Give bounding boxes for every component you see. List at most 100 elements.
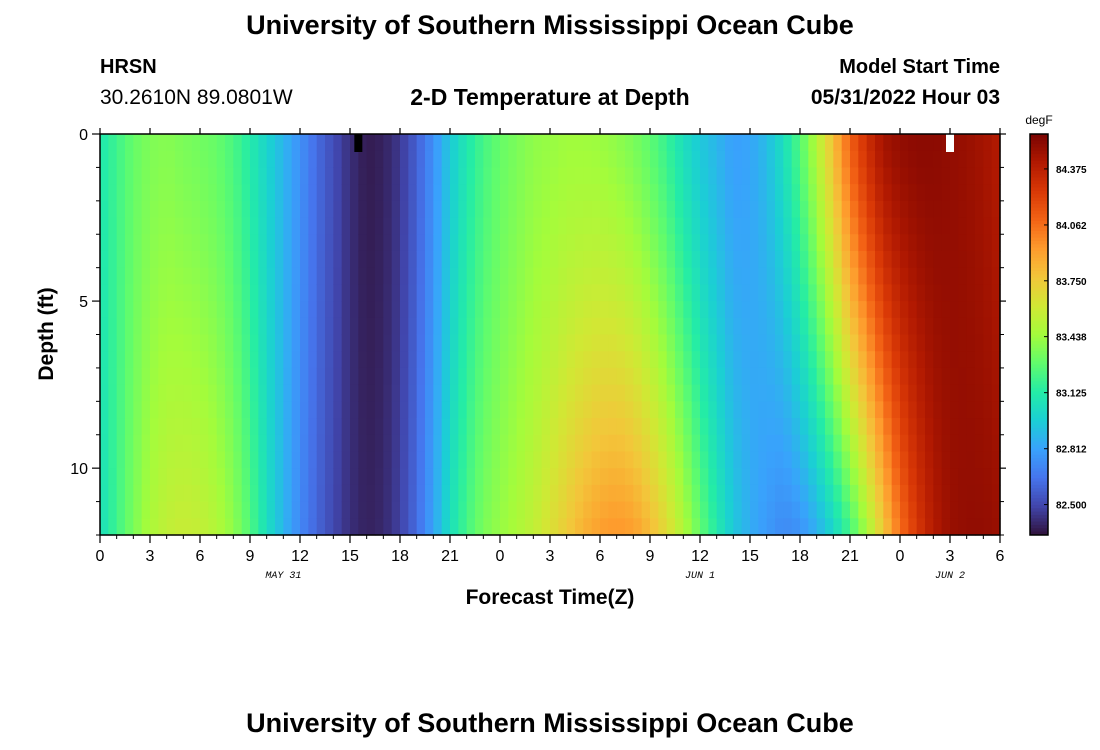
date-label: JUN 2 — [935, 571, 965, 582]
heatmap-cell — [758, 184, 768, 202]
heatmap-cell — [975, 284, 984, 302]
heatmap-cell — [675, 384, 684, 402]
heatmap-cell — [583, 167, 593, 185]
heatmap-cell — [350, 334, 359, 352]
heatmap-cell — [550, 434, 559, 453]
heatmap-cell — [333, 351, 343, 369]
heatmap-cell — [416, 250, 426, 269]
heatmap-cell — [841, 301, 851, 319]
heatmap-cell — [108, 484, 118, 503]
heatmap-cell — [741, 384, 751, 402]
heatmap-cell — [550, 284, 559, 302]
model-start-value: 05/31/2022 Hour 03 — [810, 86, 1000, 109]
heatmap-cell — [600, 351, 609, 369]
heatmap-cell — [900, 317, 909, 336]
heatmap-cell — [708, 217, 718, 235]
heatmap-cell — [816, 401, 826, 419]
heatmap-cell — [533, 351, 543, 369]
colorbar-segment — [1030, 364, 1048, 369]
heatmap-cell — [283, 418, 293, 436]
heatmap-cell — [958, 351, 968, 369]
heatmap-cell — [608, 317, 618, 336]
heatmap-cell — [183, 150, 193, 169]
heatmap-cell — [641, 501, 651, 519]
colorbar-segment — [1030, 377, 1048, 382]
heatmap-cell — [116, 184, 126, 202]
heatmap-cell — [950, 167, 959, 185]
heatmap-cell — [216, 250, 226, 269]
heatmap-cell — [541, 217, 551, 235]
heatmap-cell — [750, 234, 759, 252]
heatmap-cell — [608, 367, 618, 386]
heatmap-cell — [908, 250, 918, 269]
heatmap-cell — [833, 234, 843, 252]
heatmap-cell — [650, 501, 659, 519]
heatmap-cell — [325, 468, 334, 486]
heatmap-cell — [808, 501, 818, 519]
heatmap-cell — [733, 384, 743, 402]
heatmap-cell — [658, 401, 668, 419]
heatmap-cell — [908, 334, 918, 352]
colorbar-segment — [1030, 324, 1048, 329]
heatmap-cell — [741, 451, 751, 469]
heatmap-cell — [300, 451, 309, 469]
heatmap-cell — [616, 267, 626, 285]
heatmap-cell — [166, 134, 176, 152]
heatmap-cell — [725, 518, 734, 536]
heatmap-cell — [583, 317, 593, 336]
heatmap-cell — [850, 167, 859, 185]
heatmap-cell — [658, 301, 668, 319]
colorbar-segment — [1030, 164, 1048, 168]
heatmap-cell — [691, 234, 701, 252]
colorbar-segment — [1030, 154, 1048, 158]
heatmap-cell — [483, 501, 493, 519]
heatmap-cell — [950, 250, 959, 269]
colorbar-segment — [1030, 267, 1048, 272]
heatmap-cell — [308, 217, 318, 235]
heatmap-cell — [741, 301, 751, 319]
heatmap-cell — [833, 284, 843, 302]
x-tick-label: 12 — [691, 548, 709, 565]
heatmap-cell — [100, 167, 109, 185]
heatmap-cell — [241, 334, 251, 352]
heatmap-cell — [883, 518, 893, 536]
heatmap-cell — [483, 267, 493, 285]
heatmap-cell — [341, 468, 351, 486]
heatmap-cell — [616, 134, 626, 152]
heatmap-cell — [983, 401, 993, 419]
heatmap-cell — [341, 501, 351, 519]
heatmap-cell — [608, 484, 618, 503]
heatmap-cell — [258, 284, 268, 302]
heatmap-cell — [725, 468, 734, 486]
heatmap-cell — [900, 484, 909, 503]
heatmap-cell — [833, 434, 843, 453]
heatmap-cell — [608, 384, 618, 402]
heatmap-cell — [266, 518, 276, 536]
heatmap-cell — [566, 150, 576, 169]
heatmap-cell — [950, 434, 959, 453]
heatmap-cell — [466, 418, 476, 436]
heatmap-cell — [983, 134, 993, 152]
heatmap-cell — [541, 401, 551, 419]
heatmap-cell — [525, 351, 534, 369]
heatmap-cell — [525, 484, 534, 503]
heatmap-cell — [258, 250, 268, 269]
heatmap-cell — [825, 184, 834, 202]
heatmap-cell — [366, 367, 376, 386]
heatmap-cell — [983, 468, 993, 486]
colorbar-tick-label: 83.125 — [1056, 389, 1087, 400]
heatmap-cell — [250, 267, 259, 285]
heatmap-cell — [916, 150, 926, 169]
heatmap-cell — [500, 200, 509, 219]
heatmap-cell — [708, 267, 718, 285]
heatmap-cell — [941, 401, 951, 419]
heatmap-cell — [150, 484, 159, 503]
heatmap-cell — [558, 134, 568, 152]
heatmap-cell — [575, 134, 584, 152]
heatmap-cell — [125, 250, 134, 269]
heatmap-cell — [858, 351, 868, 369]
heatmap-cell — [783, 234, 793, 252]
heatmap-cell — [416, 351, 426, 369]
heatmap-cell — [283, 134, 293, 152]
heatmap-cell — [600, 150, 609, 169]
